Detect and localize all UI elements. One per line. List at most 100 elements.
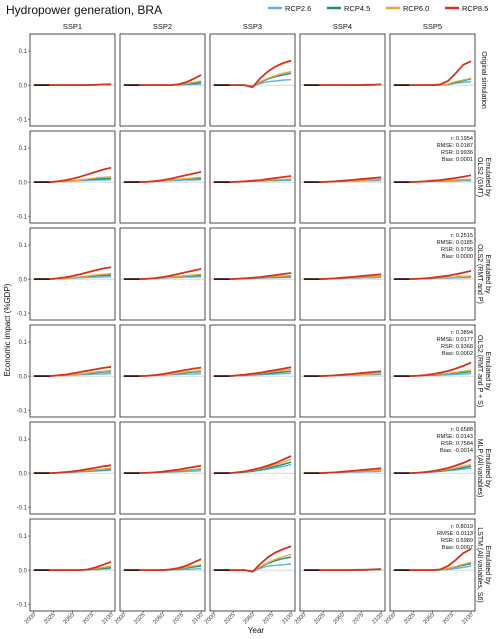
stat-label: RMSE: 0.0177 <box>437 337 473 343</box>
panel-frame <box>299 421 386 515</box>
x-tick-label: 2075 <box>352 612 365 625</box>
column-headers: SSP1 SSP2 SSP3 SSP4 SSP5 <box>63 22 442 31</box>
x-tick-label: 2025 <box>133 612 146 625</box>
x-tick-label: 2025 <box>223 612 236 625</box>
stat-label: r: 0.2515 <box>451 233 473 239</box>
panel-frame <box>299 227 386 321</box>
panel-frame <box>209 421 296 515</box>
y-tick-label: 0.0 <box>19 277 28 283</box>
panel-frame <box>299 518 386 612</box>
x-tick-label: 2050 <box>243 612 256 625</box>
stat-label: r: 0.3894 <box>451 330 473 336</box>
panel <box>299 324 386 418</box>
x-tick-label: 2075 <box>262 612 275 625</box>
panel <box>29 324 116 418</box>
stat-label: r: 0.8019 <box>451 524 473 530</box>
panel <box>29 33 116 127</box>
panel-frame <box>299 130 386 224</box>
panel <box>209 33 296 127</box>
legend-label: RCP2.6 <box>285 4 311 13</box>
legend: RCP2.6 RCP4.5 RCP6.0 RCP8.5 <box>268 4 488 13</box>
y-tick-label: -0.1 <box>17 311 28 317</box>
row-label-line: MLP (All variables) <box>476 439 483 498</box>
x-tick-label: 2000 <box>294 612 307 625</box>
x-tick-label: 2100 <box>101 612 114 625</box>
panel <box>119 227 206 321</box>
x-tick-label: 2000 <box>24 612 37 625</box>
panel <box>209 227 296 321</box>
y-tick-label: -0.1 <box>17 117 28 123</box>
y-tick-label: -0.1 <box>17 602 28 608</box>
panel-frame <box>29 421 116 515</box>
panel <box>119 33 206 127</box>
stat-label: Bias: 0.0007 <box>442 545 473 551</box>
x-tick-label: 2100 <box>461 612 474 625</box>
row-label-line: Emulated by <box>484 449 491 488</box>
legend-label: RCP8.5 <box>462 4 488 13</box>
panel <box>389 33 476 127</box>
panel <box>29 130 116 224</box>
row-label-line: Emulated by <box>484 158 491 197</box>
row-label-line: LSTM (All variables, S6) <box>476 527 483 602</box>
y-tick-label: 0.0 <box>19 471 28 477</box>
y-tick-label: -0.1 <box>17 408 28 414</box>
row-label-line: Emulated by <box>484 352 491 391</box>
panel <box>299 227 386 321</box>
y-tick-label: 0.1 <box>19 534 28 540</box>
chart-title: Hydropower generation, BRA <box>6 3 162 17</box>
stat-label: RSR: 0.9368 <box>441 344 473 350</box>
column-header: SSP2 <box>153 22 172 31</box>
x-tick-label: 2000 <box>384 612 397 625</box>
panel <box>209 130 296 224</box>
legend-label: RCP4.5 <box>344 4 370 13</box>
panel <box>299 33 386 127</box>
column-header: SSP1 <box>63 22 82 31</box>
x-tick-label: 2075 <box>172 612 185 625</box>
x-tick-label: 2050 <box>423 612 436 625</box>
row-label-line: Original simulation <box>480 51 487 109</box>
row-label: Original simulation <box>480 51 487 109</box>
x-tick-label: 2000 <box>204 612 217 625</box>
y-tick-label: 0.0 <box>19 374 28 380</box>
panel <box>119 421 206 515</box>
stat-label: Bias: 0.0002 <box>442 351 473 357</box>
stat-label: RMSE: 0.0113 <box>437 531 473 537</box>
stat-label: r: 0.6588 <box>451 427 473 433</box>
panel-frame <box>119 518 206 612</box>
x-tick-label: 2025 <box>43 612 56 625</box>
x-tick-label: 2100 <box>281 612 294 625</box>
panel-frame <box>29 33 116 127</box>
panel <box>119 130 206 224</box>
row-label-line: OLS2 (RMT and P) <box>476 244 483 304</box>
panel-frame <box>119 227 206 321</box>
stat-label: RMSE: 0.0143 <box>437 434 473 440</box>
stat-label: RSR: 0.7584 <box>441 441 473 447</box>
y-tick-label: 0.1 <box>19 340 28 346</box>
x-tick-label: 2025 <box>313 612 326 625</box>
panel <box>209 518 296 612</box>
x-tick-label: 2100 <box>371 612 384 625</box>
x-tick-label: 2075 <box>82 612 95 625</box>
legend-label: RCP6.0 <box>403 4 429 13</box>
stat-label: RMSE: 0.0187 <box>437 143 473 149</box>
x-tick-label: 2100 <box>191 612 204 625</box>
y-tick-label: -0.1 <box>17 505 28 511</box>
panel <box>29 421 116 515</box>
panel <box>299 518 386 612</box>
panel <box>29 518 116 612</box>
row-label-line: Emulated by <box>484 546 491 585</box>
y-tick-label: -0.1 <box>17 214 28 220</box>
y-axis: -0.1 0.0 0.1 -0.1 0.0 0.1 -0.1 0.0 0.1 -0.1 0.0 0.1… <box>17 49 30 608</box>
panel <box>29 227 116 321</box>
panel-frame <box>299 324 386 418</box>
